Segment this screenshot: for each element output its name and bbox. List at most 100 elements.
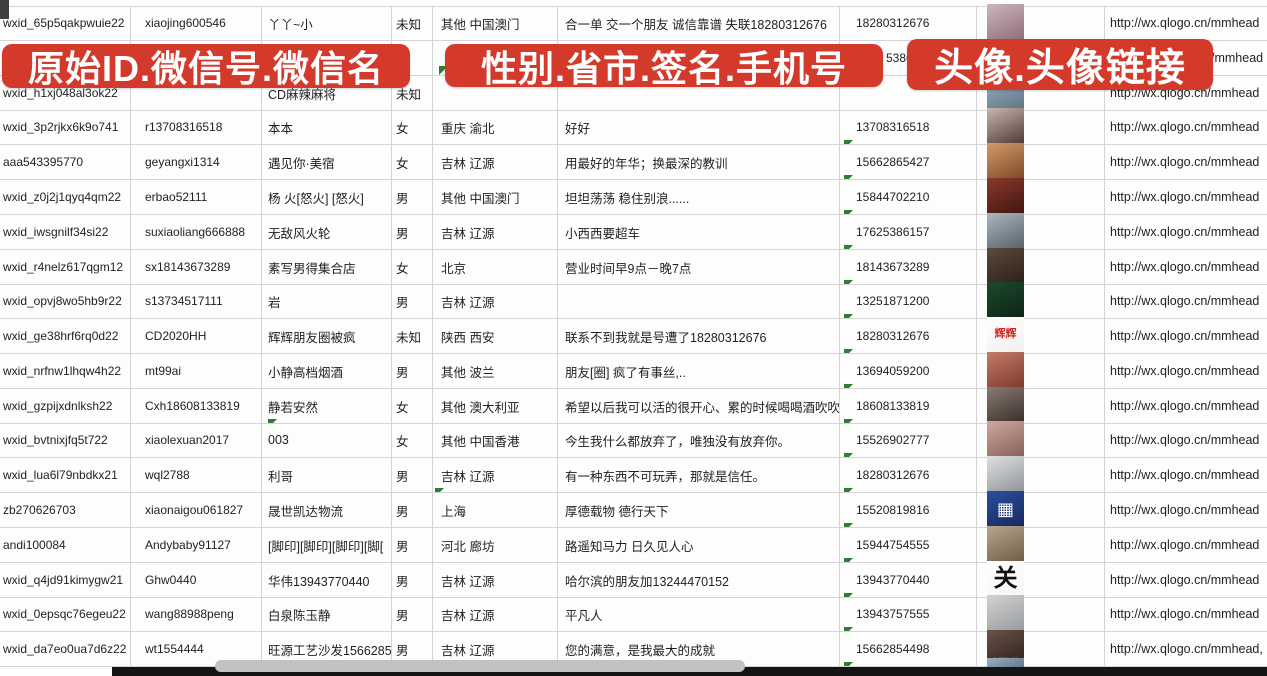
cell-avatar-link[interactable]: http://wx.qlogo.cn/mmhead bbox=[1105, 563, 1267, 598]
cell-wechat-id[interactable]: suxiaoliang666888 bbox=[131, 215, 262, 250]
cell-signature[interactable]: 平凡人 bbox=[558, 597, 840, 632]
cell-avatar[interactable] bbox=[977, 595, 1105, 632]
cell-phone[interactable]: 17625386157 bbox=[840, 215, 977, 250]
cell-wechat-name[interactable]: 辉辉朋友圈被疯 bbox=[262, 319, 392, 354]
cell-signature[interactable]: 希望以后我可以活的很开心、累的时候喝喝酒吹吹[ bbox=[558, 389, 840, 424]
cell-signature[interactable]: 哈尔滨的朋友加13244470152 bbox=[558, 563, 840, 598]
cell-wechat-name[interactable]: 003 bbox=[262, 423, 392, 458]
cell-wechat-id[interactable]: wang88988peng bbox=[131, 597, 262, 632]
cell-signature[interactable]: 坦坦荡荡 稳住别浪...... bbox=[558, 180, 840, 215]
cell-region[interactable] bbox=[433, 76, 558, 111]
cell-gender[interactable]: 男 bbox=[392, 528, 433, 563]
cell-avatar[interactable] bbox=[977, 282, 1105, 319]
cell-gender[interactable]: 未知 bbox=[392, 76, 433, 111]
cell-avatar[interactable] bbox=[977, 143, 1105, 180]
cell-region[interactable]: 上海 bbox=[433, 493, 558, 528]
cell-signature[interactable]: 今生我什么都放弃了，唯独没有放弃你。 bbox=[558, 423, 840, 458]
cell-phone[interactable]: 15662854498 bbox=[840, 632, 977, 667]
cell-phone[interactable]: 15944754555 bbox=[840, 528, 977, 563]
cell-wechat-name[interactable]: 遇见你·美宿 bbox=[262, 145, 392, 180]
cell-original-id[interactable]: wxid_r4nelz617qgm12 bbox=[0, 250, 131, 285]
cell-original-id[interactable]: wxid_gzpijxdnlksh22 bbox=[0, 389, 131, 424]
cell-avatar[interactable] bbox=[977, 213, 1105, 250]
cell-region[interactable]: 北京 bbox=[433, 250, 558, 285]
cell-region[interactable]: 吉林 辽源 bbox=[433, 563, 558, 598]
cell-signature[interactable]: 朋友[圈] 疯了有事丝,.. bbox=[558, 354, 840, 389]
cell-wechat-id[interactable]: Cxh18608133819 bbox=[131, 389, 262, 424]
cell-wechat-name[interactable]: 本本 bbox=[262, 110, 392, 145]
cell-wechat-id[interactable]: wt1554444 bbox=[131, 632, 262, 667]
cell-original-id[interactable]: zb270626703 bbox=[0, 493, 131, 528]
cell-phone[interactable]: 18280312676 bbox=[840, 319, 977, 354]
cell-signature[interactable]: 联系不到我就是号遭了18280312676 bbox=[558, 319, 840, 354]
cell-gender[interactable]: 男 bbox=[392, 180, 433, 215]
cell-wechat-id[interactable]: sx18143673289 bbox=[131, 250, 262, 285]
cell-original-id[interactable]: aaa543395770 bbox=[0, 145, 131, 180]
cell-original-id[interactable]: wxid_h1xj048al3ok22 bbox=[0, 76, 131, 111]
cell-avatar-link[interactable]: http://wx.qlogo.cn/mmhead bbox=[1105, 528, 1267, 563]
cell-wechat-name[interactable]: 无敌风火轮 bbox=[262, 215, 392, 250]
cell-original-id[interactable]: wxid_da7eo0ua7d6z22 bbox=[0, 632, 131, 667]
cell-avatar[interactable]: 辉辉 bbox=[977, 317, 1105, 354]
cell-wechat-name[interactable]: 华伟13943770440 bbox=[262, 563, 392, 598]
cell-avatar[interactable] bbox=[977, 4, 1105, 41]
cell-gender[interactable]: 未知 bbox=[392, 6, 433, 41]
cell-wechat-id[interactable]: CD2020HH bbox=[131, 319, 262, 354]
cell-gender[interactable]: 男 bbox=[392, 563, 433, 598]
cell-region[interactable]: 吉林 辽源 bbox=[433, 145, 558, 180]
cell-avatar[interactable] bbox=[977, 421, 1105, 458]
cell-avatar-link[interactable]: http://wx.qlogo.cn/mmhead bbox=[1105, 250, 1267, 285]
cell-region[interactable]: 其他 中国澳门 bbox=[433, 6, 558, 41]
cell-avatar[interactable]: ▦ bbox=[977, 491, 1105, 528]
cell-phone[interactable]: 18280312676 bbox=[840, 6, 977, 41]
cell-wechat-id[interactable]: erbao52111 bbox=[131, 180, 262, 215]
cell-phone[interactable]: 13708316518 bbox=[840, 110, 977, 145]
cell-wechat-id[interactable]: s13734517111 bbox=[131, 284, 262, 319]
cell-gender[interactable]: 女 bbox=[392, 145, 433, 180]
cell-avatar-link[interactable]: http://wx.qlogo.cn/mmhead bbox=[1105, 493, 1267, 528]
horizontal-scrollbar-thumb[interactable] bbox=[215, 660, 745, 672]
cell-phone[interactable]: 15662865427 bbox=[840, 145, 977, 180]
cell-region[interactable]: 陕西 西安 bbox=[433, 319, 558, 354]
cell-signature[interactable]: 好好 bbox=[558, 110, 840, 145]
cell-gender[interactable] bbox=[392, 41, 433, 76]
cell-region[interactable]: 重庆 渝北 bbox=[433, 110, 558, 145]
cell-avatar-link[interactable]: http://wx.qlogo.cn/mmhead bbox=[1105, 145, 1267, 180]
cell-avatar[interactable] bbox=[977, 178, 1105, 215]
cell-region[interactable]: 吉林 辽源 bbox=[433, 458, 558, 493]
cell-wechat-name[interactable]: 杨 火[怒火] [怒火] bbox=[262, 180, 392, 215]
cell-original-id[interactable]: wxid_iwsgnilf34si22 bbox=[0, 215, 131, 250]
cell-original-id[interactable]: wxid_0epsqc76egeu22 bbox=[0, 597, 131, 632]
cell-gender[interactable]: 女 bbox=[392, 250, 433, 285]
cell-phone[interactable]: 13943757555 bbox=[840, 597, 977, 632]
cell-wechat-id[interactable] bbox=[131, 76, 262, 111]
cell-original-id[interactable]: wxid_3p2rjkx6k9o741 bbox=[0, 110, 131, 145]
cell-original-id[interactable]: wxid_nrfnw1lhqw4h22 bbox=[0, 354, 131, 389]
cell-signature[interactable]: 厚德载物 德行天下 bbox=[558, 493, 840, 528]
cell-phone[interactable]: 15526902777 bbox=[840, 423, 977, 458]
cell-wechat-name[interactable]: [脚印][脚印][脚印][脚[ bbox=[262, 528, 392, 563]
cell-gender[interactable]: 男 bbox=[392, 215, 433, 250]
cell-gender[interactable]: 女 bbox=[392, 389, 433, 424]
cell-original-id[interactable]: wxid_lua6l79nbdkx21 bbox=[0, 458, 131, 493]
cell-phone[interactable]: 13694059200 bbox=[840, 354, 977, 389]
cell-phone[interactable] bbox=[840, 76, 977, 111]
cell-phone[interactable]: 15844702210 bbox=[840, 180, 977, 215]
cell-original-id[interactable]: wxid_bvtnixjfq5t722 bbox=[0, 423, 131, 458]
cell-phone[interactable]: 18608133819 bbox=[840, 389, 977, 424]
cell-gender[interactable]: 男 bbox=[392, 493, 433, 528]
cell-wechat-id[interactable]: r13708316518 bbox=[131, 110, 262, 145]
cell-avatar[interactable] bbox=[977, 108, 1105, 145]
cell-avatar-link[interactable]: http://wx.qlogo.cn/mmhead bbox=[1105, 354, 1267, 389]
cell-phone[interactable]: 13943770440 bbox=[840, 563, 977, 598]
cell-original-id[interactable]: wxid_z0j2j1qyq4qm22 bbox=[0, 180, 131, 215]
cell-region[interactable]: 其他 澳大利亚 bbox=[433, 389, 558, 424]
cell-avatar-link[interactable]: http://wx.qlogo.cn/mmhead bbox=[1105, 597, 1267, 632]
cell-signature[interactable]: 路遥知马力 日久见人心 bbox=[558, 528, 840, 563]
cell-wechat-name[interactable]: 静若安然 bbox=[262, 389, 392, 424]
cell-avatar-link[interactable]: http://wx.qlogo.cn/mmhead bbox=[1105, 389, 1267, 424]
cell-wechat-name[interactable]: 利哥 bbox=[262, 458, 392, 493]
cell-region[interactable]: 其他 波兰 bbox=[433, 354, 558, 389]
cell-avatar[interactable]: 关 bbox=[977, 561, 1105, 598]
cell-phone[interactable]: 18280312676 bbox=[840, 458, 977, 493]
